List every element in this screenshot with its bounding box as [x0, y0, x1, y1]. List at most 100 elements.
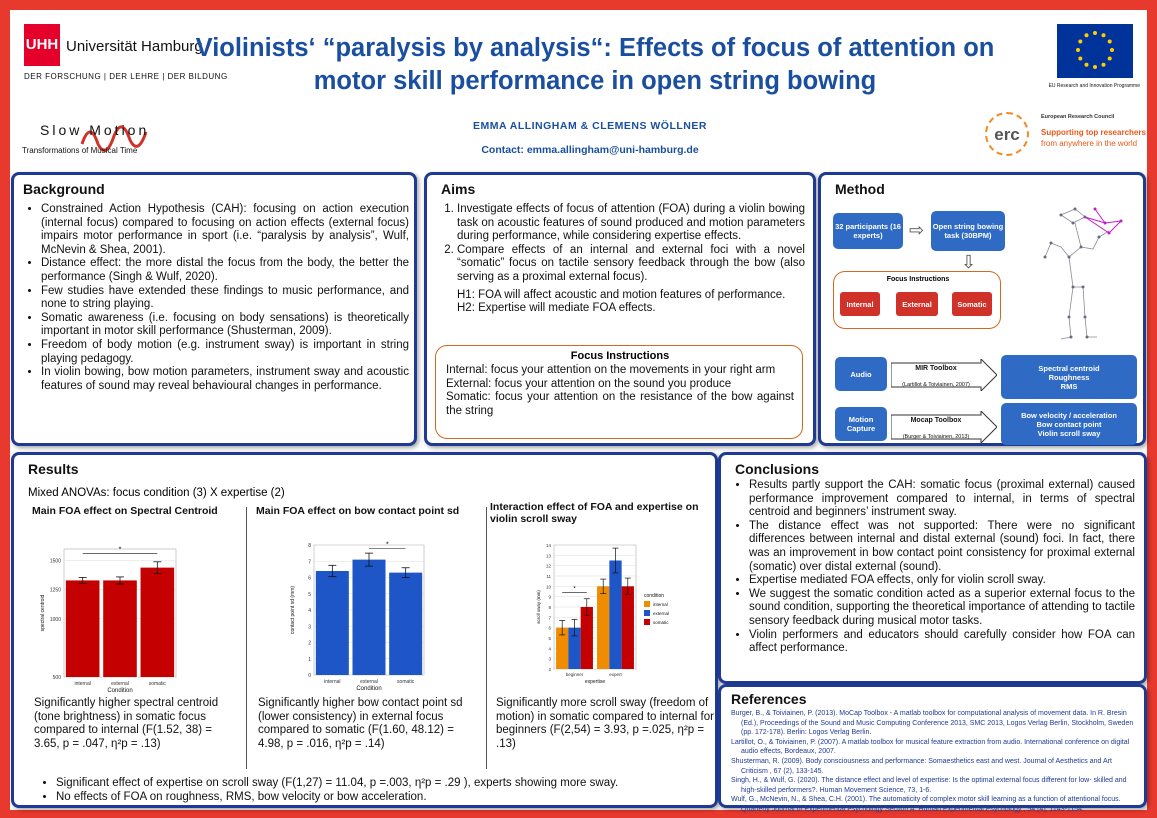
y-tick-label: 1 [308, 657, 311, 663]
slowmotion-logo: Slow Motion Transformations of Musical T… [20, 120, 220, 164]
contact-email: Contact: emma.allingham@uni-hamburg.de [481, 144, 699, 156]
bar [103, 580, 137, 677]
mir-reference: (Lartillot & Toiviainen, 2007) [902, 382, 970, 388]
results-divider [246, 507, 247, 769]
aims-list: Investigate effects of focus of attentio… [439, 203, 805, 285]
y-axis-label: scroll sway (mm) [536, 590, 541, 624]
motion-features-box: Bow velocity / acceleration Bow contact … [1001, 403, 1137, 445]
poster-header: UHH Universität Hamburg DER FORSCHUNG | … [10, 10, 1147, 170]
conclusion-item: The distance effect was not supported: T… [749, 520, 1135, 574]
conclusions-panel: Conclusions Results partly support the C… [718, 452, 1147, 684]
significance-star: * [386, 541, 389, 548]
feature-rms: RMS [1060, 381, 1078, 391]
mocap-reference: (Burger & Toiviainen, 2013) [902, 434, 970, 440]
mocap-toolbox: Mocap Toolbox [910, 417, 962, 424]
arrow-right-icon: ⇨ [909, 220, 925, 240]
y-axis-label: spectral centroid [40, 594, 46, 631]
participants-box: 32 participants (16 experts) [833, 213, 903, 249]
erc-name: European Research Council [1041, 114, 1115, 120]
background-item: In violin bowing, bow motion parameters,… [41, 366, 409, 393]
conclusion-item: Results partly support the CAH: somatic … [749, 479, 1135, 520]
y-tick-label: 9 [548, 595, 551, 600]
background-list: Constrained Action Hypothesis (CAH): foc… [23, 203, 409, 393]
y-tick-label: 0 [308, 673, 311, 679]
feature-scroll-sway: Violin scroll sway [1037, 428, 1101, 438]
hypothesis-1: H1: FOA will affect acoustic and motion … [457, 288, 786, 301]
reference-item: Wulf, G., McNevin, N., & Shea, C.H. (200… [731, 796, 1121, 813]
conclusion-item: Expertise mediated FOA effects, only for… [749, 574, 1135, 588]
audio-box: Audio [835, 357, 887, 391]
erc-mark: erc [985, 112, 1029, 156]
reference-item: Burger, B., & Toiviainen, P. (2013). MoC… [731, 710, 1134, 737]
y-tick-label: 6 [548, 626, 551, 631]
y-tick-label: 8 [548, 605, 551, 610]
y-tick-label: 3 [308, 624, 311, 630]
uhh-name: Universität Hamburg [66, 38, 203, 55]
reference-item: Lartillot, O., & Toiviainen, P. (2007). … [731, 738, 1130, 756]
y-tick-label: 14 [546, 543, 552, 548]
legend-label: external [653, 611, 669, 616]
conclusions-heading: Conclusions [735, 461, 820, 477]
focus-instructions-title: Focus Instructions [570, 350, 670, 362]
legend-label: somatic [653, 620, 669, 625]
results-panel: Results Mixed ANOVAs: focus condition (3… [11, 452, 718, 808]
chart-3-caption: Significantly more scroll sway (freedom … [496, 697, 714, 750]
condition-somatic: Somatic [952, 292, 992, 316]
erc-logo: erc European Research Council Supporting… [985, 110, 1146, 162]
aims-panel: Aims Investigate effects of focus of att… [424, 172, 816, 446]
y-tick-label: 4 [308, 608, 311, 614]
focus-instructions-box: Focus Instructions Internal: focus your … [435, 345, 803, 439]
feature-bow-velocity: Bow velocity / acceleration [1021, 410, 1117, 420]
bar [352, 559, 386, 675]
arrow-down-icon: ⇩ [961, 252, 977, 272]
bar [621, 586, 634, 669]
method-focus-title: Focus Instructions [886, 276, 950, 283]
chart-2-caption: Significantly higher bow contact point s… [258, 697, 463, 750]
poster: UHH Universität Hamburg DER FORSCHUNG | … [10, 10, 1147, 813]
uhh-mark: UHH [24, 24, 60, 66]
results-divider [486, 507, 487, 769]
y-tick-label: 2 [308, 641, 311, 647]
y-tick-label: 11 [546, 574, 551, 579]
bar [65, 580, 100, 677]
background-panel: Background Constrained Action Hypothesis… [11, 172, 417, 446]
results-heading: Results [28, 461, 79, 477]
references-heading: References [731, 691, 807, 707]
conclusion-item: Violin performers and educators should c… [749, 629, 1135, 656]
method-focus-box: Focus Instructions Internal External Som… [833, 271, 1001, 329]
y-tick-label: 12 [546, 564, 552, 569]
chart-1-caption: Significantly higher spectral centroid (… [34, 697, 219, 750]
legend-swatch [644, 601, 650, 607]
reference-item: Singh, H., & Wulf, G. (2020). The distan… [731, 777, 1127, 794]
y-tick-label: 1500 [50, 559, 61, 565]
poster-title: Violinists‘ “paralysis by analysis“: Eff… [195, 34, 995, 95]
bar [389, 572, 423, 675]
hypothesis-2: H2: Expertise will mediate FOA effects. [457, 302, 656, 315]
aims-item: Compare effects of an internal and exter… [457, 244, 805, 285]
slowmotion-wave-icon [80, 125, 148, 152]
y-tick-label: 1250 [50, 588, 61, 594]
background-heading: Background [23, 181, 105, 197]
y-tick-label: 2 [548, 667, 551, 672]
y-tick-label: 500 [53, 675, 62, 681]
bar [580, 607, 593, 669]
legend-swatch [644, 619, 650, 625]
motion-skeleton-icon [1043, 207, 1123, 340]
focus-internal: Internal: focus your attention on the mo… [446, 364, 776, 376]
scroll-sway-chart: 2 3 4 5 6 7 8 9 10 11 12 13 14 beginner expertexpertis… [536, 543, 669, 685]
chart-2-title: Main FOA effect on bow contact point sd [256, 505, 460, 517]
bar [568, 627, 581, 669]
slowmotion-subtitle: Transformations of Musical Time [22, 146, 138, 155]
y-tick-label: 13 [546, 553, 552, 558]
anova-description: Mixed ANOVAs: focus condition (3) X expe… [28, 487, 285, 499]
y-tick-label: 4 [548, 646, 551, 651]
mocap-arrow-icon [891, 411, 997, 443]
x-tick-label: internal [324, 679, 340, 685]
y-tick-label: 5 [308, 592, 311, 598]
task-box: Open string bowing task (30BPM) [931, 211, 1005, 251]
motion-capture-box: Motion Capture [835, 407, 887, 441]
condition-internal: Internal [840, 292, 880, 316]
x-axis-label: Condition [107, 688, 132, 694]
aims-item: Investigate effects of focus of attentio… [457, 203, 805, 244]
background-item: Few studies have extended these findings… [41, 285, 409, 312]
